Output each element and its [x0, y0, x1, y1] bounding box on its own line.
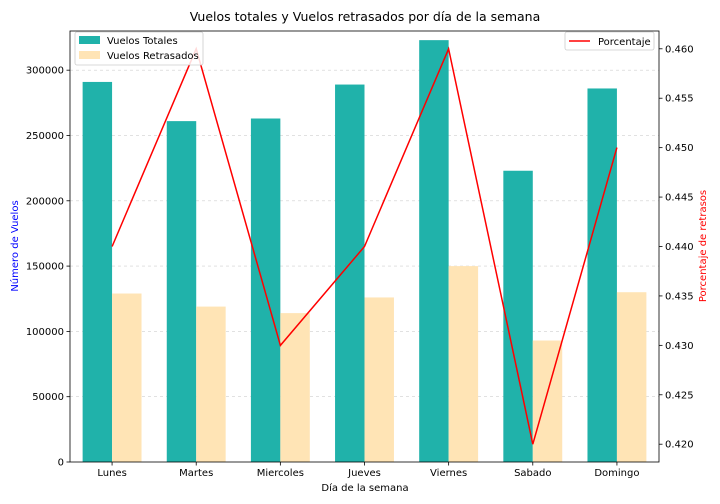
x-tick-label: Sabado — [514, 468, 551, 479]
y2-tick-label: 0.455 — [665, 94, 694, 105]
x-axis-title: Día de la semana — [321, 482, 408, 494]
legend-box — [74, 31, 204, 66]
y-tick-label: 50000 — [32, 392, 64, 403]
legend-label-delayed: Vuelos Retrasados — [107, 51, 199, 62]
bar-total — [503, 170, 533, 463]
y-tick-label: 300000 — [26, 66, 64, 77]
bar-total — [166, 121, 197, 463]
y-tick-label: 200000 — [26, 196, 64, 207]
x-tick-label: Viernes — [430, 468, 467, 479]
x-tick-label: Domingo — [594, 468, 639, 479]
bar-delayed — [532, 340, 563, 462]
y-tick-label: 100000 — [26, 327, 64, 338]
bar-delayed — [196, 306, 226, 462]
bar-total — [82, 81, 113, 462]
x-tick-label: Lunes — [97, 468, 126, 479]
y-tick-label: 250000 — [26, 131, 64, 142]
bar-total — [587, 88, 617, 462]
y2-tick-label: 0.440 — [665, 242, 694, 253]
x-tick-label: Martes — [179, 468, 213, 479]
ticks-layer: 0 50000 100000 150000 200000 250000 300000 0.42… — [26, 44, 694, 479]
bar-delayed — [112, 293, 142, 462]
legend-swatch-delayed — [79, 51, 100, 59]
legend-label-percentage: Porcentaje — [598, 37, 651, 48]
legend-label-total: Vuelos Totales — [107, 36, 178, 47]
y2-tick-label: 0.445 — [665, 193, 694, 204]
bar-delayed — [364, 297, 394, 462]
legend-swatch-total — [79, 36, 100, 44]
y2-tick-label: 0.420 — [665, 440, 694, 451]
y2-tick-label: 0.430 — [665, 341, 694, 352]
y2-tick-label: 0.460 — [665, 44, 694, 55]
y2-tick-label: 0.425 — [665, 390, 694, 401]
bar-delayed — [280, 313, 310, 462]
bar-total — [419, 40, 449, 462]
bars-layer — [82, 40, 647, 463]
y-axis-title: Número de Vuelos — [9, 200, 21, 291]
bar-total — [250, 118, 281, 463]
bar-delayed — [448, 266, 479, 462]
x-tick-label: Miercoles — [257, 468, 304, 479]
y2-tick-label: 0.435 — [665, 291, 694, 302]
y-tick-label: 150000 — [26, 262, 64, 273]
legend-box — [564, 31, 655, 51]
legend-line: Porcentaje — [564, 31, 655, 51]
y2-axis-title: Porcentaje de retrasos — [698, 190, 709, 302]
bar-total — [335, 84, 365, 462]
bar-delayed — [616, 292, 647, 462]
legend-bars: Vuelos Totales Vuelos Retrasados — [74, 31, 204, 66]
chart-title: Vuelos totales y Vuelos retrasados por d… — [190, 9, 541, 24]
y2-tick-label: 0.450 — [665, 143, 694, 154]
y-tick-label: 0 — [58, 458, 64, 469]
x-tick-label: Jueves — [347, 468, 381, 479]
